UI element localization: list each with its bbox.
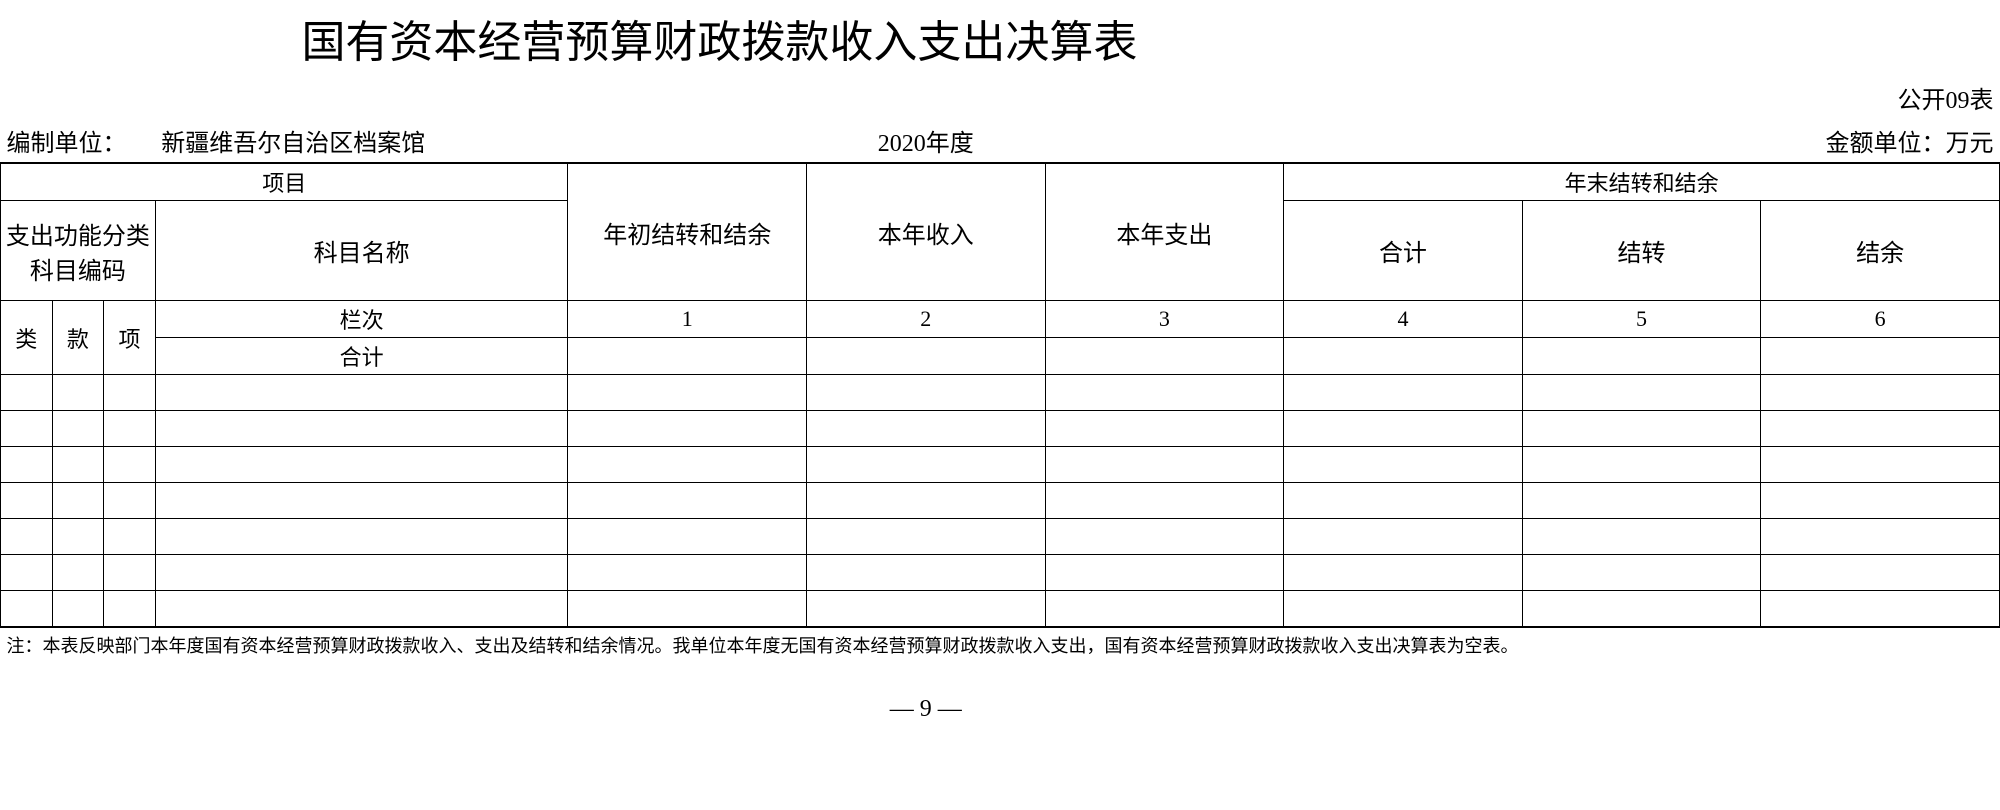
header-total: 合计 (1284, 201, 1523, 301)
header-code-group: 支出功能分类科目编码 (1, 201, 156, 301)
header-subject-name: 科目名称 (155, 201, 568, 301)
col-num-4: 4 (1284, 301, 1523, 338)
page-number: — 9 — (807, 690, 1046, 730)
header-project: 项目 (1, 163, 568, 201)
org-value: 新疆维吾尔自治区档案馆 (155, 119, 568, 163)
col-num-6: 6 (1761, 301, 2000, 338)
header-kuan: 款 (52, 301, 104, 375)
table-note: 注：本表反映部门本年度国有资本经营预算财政拨款收入、支出及结转和结余情况。我单位… (1, 627, 2000, 662)
table-title: 国有资本经营预算财政拨款收入支出决算表 (155, 0, 1283, 76)
header-xiang: 项 (104, 301, 156, 375)
header-begin-balance: 年初结转和结余 (568, 163, 807, 301)
budget-table: 国有资本经营预算财政拨款收入支出决算表 公开09表 编制单位： 新疆维吾尔自治区… (0, 0, 2000, 730)
cell-heji-2 (807, 338, 1046, 375)
table-row (1, 591, 2000, 627)
table-row (1, 519, 2000, 555)
header-end-group: 年末结转和结余 (1284, 163, 2000, 201)
table-row (1, 447, 2000, 483)
org-label: 编制单位： (1, 119, 156, 163)
header-lanci: 栏次 (155, 301, 568, 338)
year-label: 2020年度 (807, 119, 1046, 163)
table-row (1, 411, 2000, 447)
unit-label: 金额单位：万元 (1761, 119, 2000, 163)
cell-heji-3 (1045, 338, 1284, 375)
cell-heji-4 (1284, 338, 1523, 375)
form-code: 公开09表 (1761, 76, 2000, 119)
header-lei: 类 (1, 301, 53, 375)
header-carryover: 结转 (1522, 201, 1761, 301)
header-heji: 合计 (155, 338, 568, 375)
cell-heji-1 (568, 338, 807, 375)
header-expense: 本年支出 (1045, 163, 1284, 301)
cell-heji-6 (1761, 338, 2000, 375)
cell-heji-5 (1522, 338, 1761, 375)
col-num-3: 3 (1045, 301, 1284, 338)
header-surplus: 结余 (1761, 201, 2000, 301)
table-row (1, 555, 2000, 591)
col-num-5: 5 (1522, 301, 1761, 338)
header-income: 本年收入 (807, 163, 1046, 301)
col-num-1: 1 (568, 301, 807, 338)
table-row (1, 483, 2000, 519)
col-num-2: 2 (807, 301, 1046, 338)
table-row (1, 375, 2000, 411)
